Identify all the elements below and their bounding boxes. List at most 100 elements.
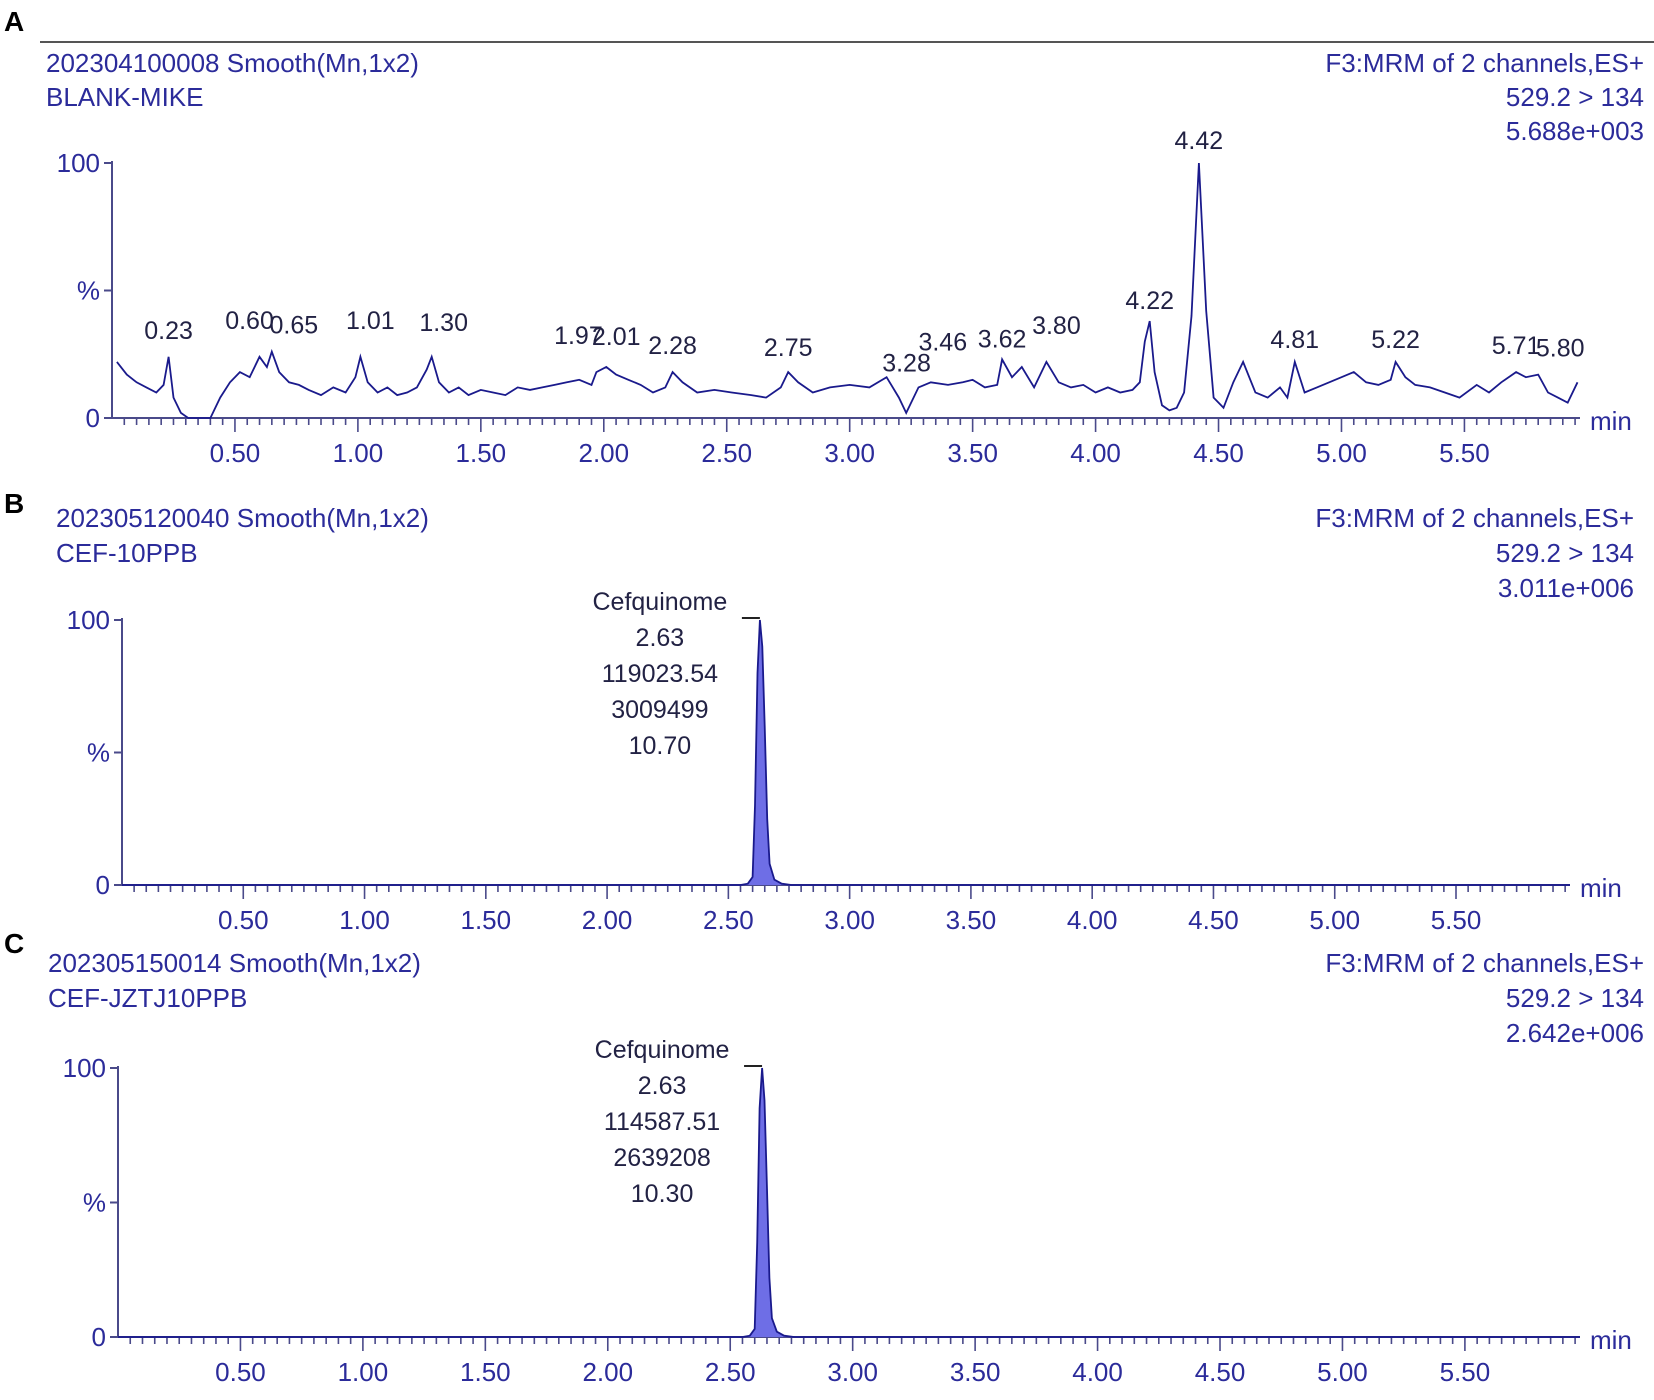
peak-label: 2.01 xyxy=(592,323,641,351)
x-tick-label: 2.50 xyxy=(703,905,754,935)
y-tick-label: % xyxy=(87,738,110,768)
x-tick-label: 2.50 xyxy=(705,1357,756,1387)
x-tick-label: 3.00 xyxy=(824,438,875,468)
peak-label: 3.46 xyxy=(918,328,967,356)
peak-area xyxy=(122,620,1570,885)
peak-label: 5.71 xyxy=(1492,332,1541,360)
x-tick-label: 1.50 xyxy=(456,438,507,468)
peak-label: 0.60 xyxy=(225,307,274,335)
channel-label: F3:MRM of 2 channels,ES+ xyxy=(1325,948,1644,978)
x-tick-label: 3.00 xyxy=(827,1357,878,1387)
peak-annotation-line: 3009499 xyxy=(611,696,708,724)
peak-label: 2.28 xyxy=(648,332,697,360)
x-tick-label: 3.00 xyxy=(824,905,875,935)
x-tick-label: 5.00 xyxy=(1309,905,1360,935)
sample-name-label: CEF-10PPB xyxy=(56,538,198,568)
y-tick-label: 100 xyxy=(63,1053,106,1083)
compound-name: Cefquinome xyxy=(595,1036,730,1064)
x-tick-label: 3.50 xyxy=(946,905,997,935)
transition-label: 529.2 > 134 xyxy=(1506,82,1644,112)
x-tick-label: 2.00 xyxy=(582,1357,633,1387)
series-line xyxy=(116,162,1579,419)
x-tick-label: 4.00 xyxy=(1072,1357,1123,1387)
peak-annotation-line: 114587.51 xyxy=(604,1108,720,1136)
intensity-label: 2.642e+006 xyxy=(1506,1018,1644,1048)
peak-label: 5.22 xyxy=(1371,326,1420,354)
peak-annotation-line: 2.63 xyxy=(638,1072,687,1100)
y-tick-label: 100 xyxy=(67,605,110,635)
chart-panel-a: 202304100008 Smooth(Mn,1x2) BLANK-MIKE F3:… xyxy=(40,41,1654,468)
sample-name-label: CEF-JZTJ10PPB xyxy=(48,983,247,1013)
peak-label: 1.01 xyxy=(346,307,395,335)
x-tick-label: 1.00 xyxy=(339,905,390,935)
intensity-label: 5.688e+003 xyxy=(1506,116,1644,146)
peak-label: 3.80 xyxy=(1032,312,1081,340)
chart-panel-b: 202305120040 Smooth(Mn,1x2) CEF-10PPB F3:M… xyxy=(56,503,1634,935)
y-tick-label: 0 xyxy=(96,870,110,900)
x-axis-label: min xyxy=(1580,873,1622,903)
sample-id-label: 202304100008 Smooth(Mn,1x2) xyxy=(46,48,419,78)
peak-label: 4.81 xyxy=(1270,326,1319,354)
panel-letter-c: C xyxy=(4,928,25,959)
sample-id-label: 202305150014 Smooth(Mn,1x2) xyxy=(48,948,421,978)
y-tick-label: % xyxy=(77,276,100,306)
series-line xyxy=(118,1067,1580,1338)
peak-label: 1.30 xyxy=(419,309,468,337)
x-tick-label: 5.00 xyxy=(1317,1357,1368,1387)
peak-label: 4.42 xyxy=(1175,127,1224,155)
x-tick-label: 2.00 xyxy=(582,905,633,935)
x-tick-label: 4.00 xyxy=(1067,905,1118,935)
x-tick-label: 1.00 xyxy=(333,438,384,468)
x-axis-label: min xyxy=(1590,1325,1632,1355)
intensity-label: 3.011e+006 xyxy=(1498,573,1634,603)
sample-name-label: BLANK-MIKE xyxy=(46,82,204,112)
x-tick-label: 5.50 xyxy=(1439,438,1490,468)
peak-label: 4.22 xyxy=(1125,287,1174,315)
series-line xyxy=(122,619,1570,886)
y-tick-label: 0 xyxy=(92,1322,106,1352)
x-tick-label: 3.50 xyxy=(947,438,998,468)
y-tick-label: 0 xyxy=(86,403,100,433)
compound-name: Cefquinome xyxy=(592,588,727,616)
x-tick-label: 1.00 xyxy=(338,1357,389,1387)
x-tick-label: 5.50 xyxy=(1440,1357,1491,1387)
peak-label: 0.23 xyxy=(144,317,193,345)
x-tick-label: 0.50 xyxy=(210,438,261,468)
peak-annotation-line: 2639208 xyxy=(613,1144,710,1172)
x-axis-label: min xyxy=(1590,406,1632,436)
transition-label: 529.2 > 134 xyxy=(1496,538,1634,568)
peak-label: 5.80 xyxy=(1536,335,1585,363)
panel-letter-b: B xyxy=(4,488,25,519)
x-tick-label: 4.50 xyxy=(1195,1357,1246,1387)
x-tick-label: 0.50 xyxy=(218,905,269,935)
x-tick-label: 2.00 xyxy=(578,438,629,468)
x-tick-label: 4.50 xyxy=(1193,438,1244,468)
x-tick-label: 4.00 xyxy=(1070,438,1121,468)
transition-label: 529.2 > 134 xyxy=(1506,983,1644,1013)
x-tick-label: 5.00 xyxy=(1316,438,1367,468)
peak-annotation-line: 10.70 xyxy=(629,732,692,760)
panel-letter-a: A xyxy=(4,6,25,37)
x-tick-label: 0.50 xyxy=(215,1357,266,1387)
sample-id-label: 202305120040 Smooth(Mn,1x2) xyxy=(56,503,429,533)
x-tick-label: 1.50 xyxy=(460,1357,511,1387)
x-tick-label: 1.50 xyxy=(461,905,512,935)
channel-label: F3:MRM of 2 channels,ES+ xyxy=(1315,503,1634,533)
peak-area xyxy=(118,1068,1580,1337)
x-tick-label: 2.50 xyxy=(701,438,752,468)
x-tick-label: 4.50 xyxy=(1188,905,1239,935)
x-tick-label: 5.50 xyxy=(1431,905,1482,935)
peak-label: 0.65 xyxy=(269,312,318,340)
peak-label: 3.62 xyxy=(978,325,1027,353)
peak-annotation-line: 119023.54 xyxy=(602,660,718,688)
peak-annotation-line: 2.63 xyxy=(636,624,685,652)
x-tick-label: 3.50 xyxy=(950,1357,1001,1387)
peak-label: 2.75 xyxy=(764,334,813,362)
y-tick-label: % xyxy=(83,1188,106,1218)
peak-label: 3.28 xyxy=(882,349,931,377)
chart-panel-c: 202305150014 Smooth(Mn,1x2) CEF-JZTJ10PPB… xyxy=(48,948,1644,1387)
peak-label: 1.97 xyxy=(554,322,603,350)
peak-annotation-line: 10.30 xyxy=(631,1180,694,1208)
y-tick-label: 100 xyxy=(57,148,100,178)
